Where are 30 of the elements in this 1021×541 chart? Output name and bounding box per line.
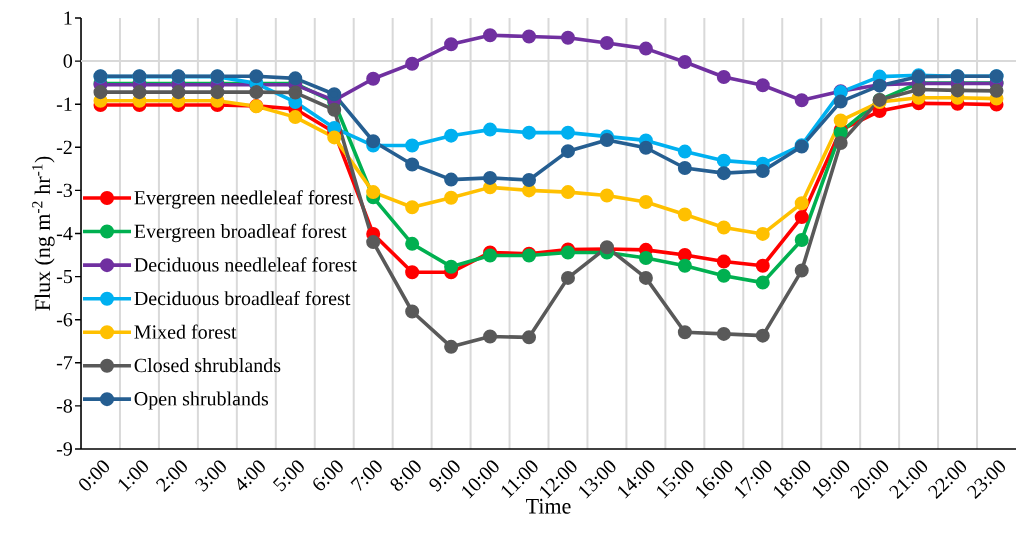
x-tick-label: 4:00 — [237, 460, 265, 491]
x-tick-label: 7:00 — [350, 460, 382, 491]
x-tick-label: 6:00 — [313, 460, 343, 491]
x-tick-label: 9:00 — [429, 460, 460, 492]
legend-label: Deciduous needleleaf forest — [134, 257, 357, 272]
legend-label: Closed shrublands — [134, 358, 281, 373]
y-tick-label: 0 — [63, 54, 73, 68]
x-tick-label: 8:00 — [390, 460, 421, 491]
y-tick-label: -4 — [56, 226, 73, 241]
y-tick-label: -6 — [56, 312, 73, 327]
y-tick-label: -7 — [56, 356, 73, 370]
legend-label: Mixed forest — [134, 324, 237, 339]
y-tick-label: -8 — [56, 399, 73, 413]
y-tick-label: -1 — [56, 97, 72, 111]
y-tick-label: -5 — [56, 269, 73, 284]
y-axis-title: Flux (ng m$^{-2}$ hr$^{-1}$) — [32, 156, 55, 311]
legend-label: Open shrublands — [134, 391, 269, 410]
y-tick-label: -3 — [56, 183, 73, 198]
x-tick-label: 0:00 — [79, 460, 110, 491]
y-tick-label: -9 — [56, 442, 72, 456]
x-axis-title: Time — [526, 498, 571, 514]
x-tick-label: 2:00 — [155, 460, 187, 493]
x-tick-label: 3:00 — [194, 460, 226, 492]
y-tick-label: 1 — [64, 11, 72, 25]
x-tick-label: 5:00 — [272, 460, 304, 492]
y-tick-label: -2 — [56, 140, 72, 154]
x-tick-label: 1:00 — [118, 460, 148, 492]
legend-label: Evergreen broadleaf forest — [134, 223, 347, 243]
legend-label: Deciduous broadleaf forest — [134, 290, 351, 306]
legend-label: Evergreen needleleaf forest — [134, 190, 354, 209]
